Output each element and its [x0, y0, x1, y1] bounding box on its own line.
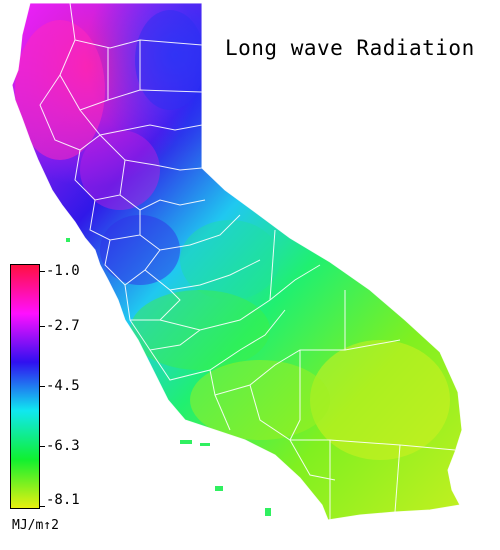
color-scale-bar: [10, 264, 40, 509]
legend-label-min: -8.1: [46, 492, 80, 508]
legend-tick: [40, 326, 45, 327]
legend-tick: [40, 386, 45, 387]
channel-islands: [66, 238, 271, 516]
legend-tick: [40, 506, 45, 507]
legend-unit: MJ/m↑2: [12, 518, 59, 533]
legend-label: -6.3: [46, 438, 80, 454]
county-boundaries: [11, 2, 463, 521]
legend-label: -2.7: [46, 318, 80, 334]
legend-tick: [40, 271, 45, 272]
legend-tick: [40, 446, 45, 447]
legend-label-max: -1.0: [46, 263, 80, 279]
map-title: Long wave Radiation: [225, 36, 475, 60]
legend-label: -4.5: [46, 378, 80, 394]
